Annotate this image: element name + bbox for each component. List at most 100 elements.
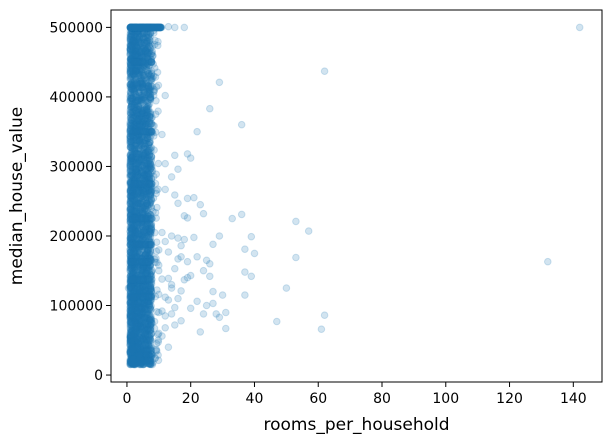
x-tick-label: 0	[122, 391, 131, 407]
data-point	[151, 292, 160, 301]
data-point	[139, 277, 147, 286]
data-point	[144, 122, 152, 131]
data-point	[131, 336, 140, 345]
data-point	[131, 160, 140, 168]
data-point	[138, 223, 147, 231]
data-point	[134, 158, 143, 167]
data-point	[133, 209, 141, 218]
data-point	[143, 125, 151, 133]
data-point	[130, 337, 139, 346]
y-tick-label: 100000	[50, 299, 103, 315]
data-point	[150, 85, 158, 94]
data-point	[127, 122, 136, 130]
data-point	[127, 257, 136, 265]
data-point	[131, 57, 140, 66]
data-point	[132, 289, 140, 298]
data-point	[138, 200, 147, 209]
data-point	[128, 262, 137, 270]
data-point	[134, 226, 142, 235]
data-point	[134, 189, 142, 198]
data-point	[155, 246, 163, 254]
data-point	[131, 348, 139, 356]
data-point	[134, 150, 142, 158]
data-point	[143, 220, 152, 229]
data-point	[127, 230, 135, 239]
data-point	[126, 27, 135, 35]
data-point	[148, 360, 157, 369]
data-point	[282, 284, 291, 292]
data-point	[141, 219, 150, 228]
data-point	[141, 61, 150, 69]
data-point	[132, 160, 141, 168]
data-point	[130, 301, 138, 310]
data-point	[131, 226, 139, 235]
data-point	[127, 345, 136, 353]
data-point	[126, 166, 135, 174]
data-point	[135, 66, 144, 75]
data-point	[142, 305, 150, 314]
data-point	[142, 314, 151, 323]
data-point	[142, 350, 150, 359]
data-point	[134, 28, 142, 36]
data-point	[127, 30, 135, 38]
data-point	[155, 329, 163, 338]
data-point	[135, 355, 143, 364]
data-point	[131, 65, 140, 74]
data-point	[128, 258, 137, 266]
data-point	[183, 194, 192, 203]
data-point	[141, 212, 150, 220]
data-point	[127, 334, 136, 343]
data-point	[128, 224, 136, 233]
data-point	[134, 318, 142, 327]
data-point	[127, 359, 136, 367]
data-point	[171, 191, 179, 199]
data-point	[143, 346, 151, 354]
data-point	[127, 194, 136, 203]
data-point	[131, 355, 139, 363]
data-point	[206, 104, 214, 113]
data-point	[193, 127, 201, 136]
data-point	[142, 190, 150, 198]
data-point	[132, 49, 140, 58]
data-point	[146, 337, 154, 345]
data-point	[154, 81, 163, 90]
data-point	[142, 90, 151, 99]
data-point	[138, 311, 146, 319]
data-point	[148, 74, 157, 83]
data-point	[129, 186, 138, 194]
data-point	[132, 321, 141, 329]
data-point	[153, 68, 162, 77]
data-point	[145, 178, 153, 186]
data-point	[147, 93, 155, 102]
data-point	[127, 300, 135, 308]
data-point	[140, 267, 148, 275]
x-axis: 0 20 40 60 80 100 120 140	[122, 382, 587, 407]
data-point	[222, 308, 230, 317]
data-point	[141, 352, 150, 360]
data-point	[144, 159, 153, 168]
data-point	[142, 46, 151, 55]
data-point	[141, 127, 150, 136]
data-point	[140, 238, 149, 247]
data-point	[128, 181, 136, 190]
data-point	[141, 205, 149, 213]
data-point	[133, 225, 142, 234]
data-point	[140, 209, 148, 218]
data-point	[146, 119, 154, 127]
data-point	[139, 95, 148, 103]
data-point	[133, 287, 142, 296]
data-point	[137, 231, 146, 239]
data-point	[128, 344, 136, 353]
data-point	[126, 331, 135, 339]
data-point	[138, 293, 147, 301]
data-point	[130, 36, 138, 45]
data-point	[130, 262, 138, 271]
data-point	[142, 323, 151, 331]
data-point	[145, 85, 154, 93]
data-point	[139, 143, 148, 152]
data-point	[144, 128, 153, 136]
data-point	[141, 171, 149, 179]
data-point	[129, 339, 137, 347]
data-point	[126, 161, 135, 170]
data-point	[135, 84, 143, 92]
